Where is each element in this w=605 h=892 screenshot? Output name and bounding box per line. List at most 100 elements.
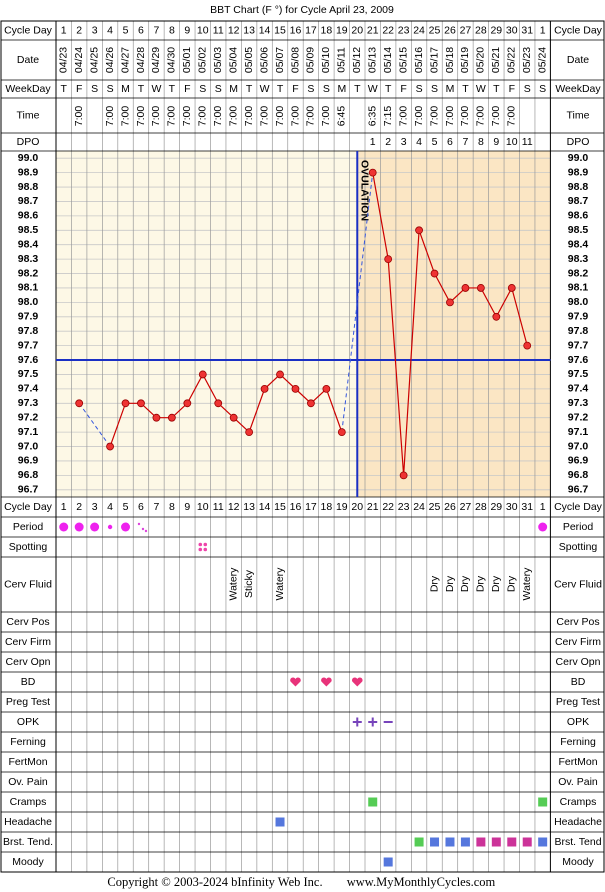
row-label: Preg Test bbox=[6, 696, 50, 708]
cerv-fluid: Dry bbox=[506, 575, 518, 592]
date: 04/27 bbox=[119, 47, 131, 73]
period-spot bbox=[137, 522, 141, 526]
row-label: Date bbox=[17, 54, 39, 66]
time: 7:00 bbox=[135, 106, 147, 127]
time: 7:00 bbox=[258, 106, 270, 127]
row-label-right: Ov. Pain bbox=[558, 776, 598, 788]
row-label-right: Cycle Day bbox=[554, 501, 603, 513]
row-label: Cycle Day bbox=[4, 24, 53, 36]
temperature-point bbox=[523, 341, 532, 350]
date: 05/14 bbox=[382, 47, 394, 73]
cycle-day-bottom: 20 bbox=[351, 501, 363, 513]
weekday: S bbox=[416, 83, 423, 95]
temperature-point bbox=[337, 428, 346, 437]
cycle-day-bottom: 30 bbox=[506, 501, 518, 513]
cycle-day: 29 bbox=[490, 24, 502, 36]
date: 05/09 bbox=[305, 47, 317, 73]
time: 7:00 bbox=[428, 106, 440, 127]
copyright: Copyright © 2003-2024 bInfinity Web Inc. bbox=[107, 875, 322, 889]
breast-tenderness-mark bbox=[507, 837, 517, 847]
cycle-day-bottom: 25 bbox=[429, 501, 441, 513]
breast-tenderness-mark bbox=[491, 837, 501, 847]
dpo: 2 bbox=[385, 136, 391, 148]
date: 04/23 bbox=[58, 47, 70, 73]
site-url: www.MyMonthlyCycles.com bbox=[347, 875, 496, 889]
cycle-day-bottom: 1 bbox=[540, 501, 546, 513]
dpo: 3 bbox=[401, 136, 407, 148]
row-label: Brst. Tend. bbox=[3, 836, 53, 848]
temperature-point bbox=[260, 384, 269, 393]
dpo: 4 bbox=[416, 136, 422, 148]
temperature-point bbox=[507, 284, 516, 292]
time: 7:00 bbox=[413, 106, 425, 127]
dpo: 8 bbox=[478, 136, 484, 148]
row-label-right: BD bbox=[571, 676, 586, 688]
cerv-fluid: Watery bbox=[521, 567, 533, 601]
row-label-right: WeekDay bbox=[555, 83, 601, 95]
time: 7:00 bbox=[444, 106, 456, 127]
temperature-point bbox=[368, 168, 377, 177]
cycle-day: 21 bbox=[367, 24, 379, 36]
row-label-right: Cycle Day bbox=[554, 24, 603, 36]
cycle-day: 16 bbox=[290, 24, 302, 36]
y-tick-label: 97.4 bbox=[18, 383, 39, 395]
weekday: T bbox=[462, 83, 469, 95]
time: 7:15 bbox=[382, 106, 394, 127]
cycle-day-bottom: 23 bbox=[398, 501, 410, 513]
cycle-day-bottom: 19 bbox=[336, 501, 348, 513]
chart-title: BBT Chart (F °) for Cycle April 23, 2009 bbox=[210, 4, 394, 16]
row-label-right: Brst. Tend bbox=[554, 836, 601, 848]
bd-heart bbox=[321, 677, 332, 687]
cycle-day: 24 bbox=[413, 24, 425, 36]
time: 7:00 bbox=[320, 106, 332, 127]
y-tick-label-right: 98.8 bbox=[568, 181, 589, 193]
time: 7:00 bbox=[181, 106, 193, 127]
cycle-day-bottom: 18 bbox=[321, 501, 333, 513]
cerv-fluid: Dry bbox=[490, 575, 502, 592]
row-label-right: Cerv Fluid bbox=[554, 578, 602, 590]
time: 7:00 bbox=[150, 106, 162, 127]
period-dot bbox=[538, 522, 548, 532]
weekday: F bbox=[184, 83, 190, 95]
cycle-day-bottom: 14 bbox=[259, 501, 271, 513]
time: 7:00 bbox=[289, 106, 301, 127]
weekday: M bbox=[121, 83, 130, 95]
cycle-day-bottom: 7 bbox=[154, 501, 160, 513]
temperature-point bbox=[307, 399, 315, 408]
y-tick-label: 98.2 bbox=[18, 267, 39, 279]
gap-connector bbox=[78, 403, 111, 447]
date: 05/11 bbox=[336, 47, 348, 73]
temperature-point bbox=[121, 399, 130, 408]
cycle-day-bottom: 10 bbox=[197, 501, 209, 513]
cycle-day: 22 bbox=[382, 24, 394, 36]
breast-tenderness-mark bbox=[430, 837, 440, 847]
cycle-day-bottom: 3 bbox=[92, 501, 98, 513]
weekday: W bbox=[260, 83, 270, 95]
temperature-point bbox=[322, 384, 331, 393]
weekday: T bbox=[169, 83, 176, 95]
weekday: S bbox=[431, 83, 438, 95]
row-label: Headache bbox=[4, 816, 52, 828]
weekday: T bbox=[138, 83, 145, 95]
temperature-point bbox=[461, 284, 470, 292]
temperature-point bbox=[430, 269, 439, 278]
weekday: F bbox=[400, 83, 406, 95]
row-label-right: Moody bbox=[562, 856, 594, 868]
y-tick-label: 98.9 bbox=[18, 166, 39, 178]
cycle-day-bottom: 29 bbox=[490, 501, 502, 513]
row-label: Cerv Fluid bbox=[4, 578, 52, 590]
cycle-day-bottom: 8 bbox=[169, 501, 175, 513]
y-tick-label: 97.8 bbox=[18, 325, 39, 337]
cycle-day: 13 bbox=[243, 24, 255, 36]
temperature-point bbox=[245, 428, 254, 437]
y-tick-label-right: 97.2 bbox=[568, 411, 589, 423]
y-tick-label: 98.8 bbox=[18, 181, 39, 193]
temperature-point bbox=[384, 255, 393, 264]
dpo: 1 bbox=[370, 136, 376, 148]
weekday: S bbox=[199, 83, 206, 95]
cycle-day-bottom: 11 bbox=[213, 501, 224, 513]
row-label: Spotting bbox=[9, 541, 48, 553]
spotting-dot bbox=[203, 547, 208, 552]
cycle-day-bottom: 28 bbox=[475, 501, 487, 513]
y-tick-label-right: 97.3 bbox=[568, 397, 589, 409]
